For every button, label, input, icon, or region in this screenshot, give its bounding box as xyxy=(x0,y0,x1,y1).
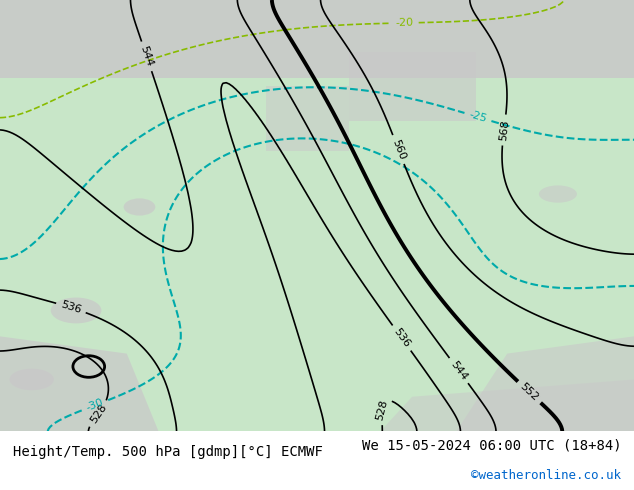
Text: -30: -30 xyxy=(85,397,105,413)
Text: 536: 536 xyxy=(60,300,82,316)
Ellipse shape xyxy=(539,185,577,203)
Text: We 15-05-2024 06:00 UTC (18+84): We 15-05-2024 06:00 UTC (18+84) xyxy=(361,439,621,453)
Text: 536: 536 xyxy=(391,326,412,349)
Polygon shape xyxy=(456,336,634,431)
Ellipse shape xyxy=(51,297,101,323)
Text: -20: -20 xyxy=(396,18,414,28)
Polygon shape xyxy=(266,86,349,151)
Ellipse shape xyxy=(10,368,54,390)
Text: 560: 560 xyxy=(390,138,407,161)
Polygon shape xyxy=(0,0,634,77)
Text: 568: 568 xyxy=(498,119,510,141)
Text: Height/Temp. 500 hPa [gdmp][°C] ECMWF: Height/Temp. 500 hPa [gdmp][°C] ECMWF xyxy=(13,445,323,459)
Text: ©weatheronline.co.uk: ©weatheronline.co.uk xyxy=(471,469,621,482)
Text: 552: 552 xyxy=(518,381,540,403)
Ellipse shape xyxy=(124,198,155,216)
Text: 528: 528 xyxy=(375,398,390,421)
Text: 544: 544 xyxy=(448,359,469,382)
Text: 528: 528 xyxy=(88,402,108,425)
Polygon shape xyxy=(380,379,634,431)
Text: 544: 544 xyxy=(138,45,155,68)
Polygon shape xyxy=(0,336,158,431)
Text: -25: -25 xyxy=(468,110,488,124)
Polygon shape xyxy=(349,52,476,121)
